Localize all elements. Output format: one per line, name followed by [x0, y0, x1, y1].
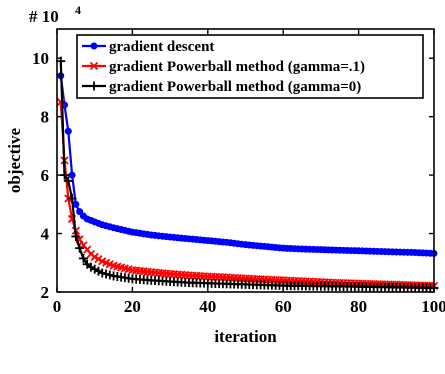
- x-marker-stroke: [94, 254, 103, 264]
- x-tick-label: 60: [275, 297, 292, 316]
- circle-marker: [76, 208, 84, 216]
- plot-area-frame: [56, 28, 435, 293]
- y-tick-label: 10: [32, 49, 49, 68]
- plus-marker: [89, 81, 99, 91]
- series-layer: [56, 56, 439, 293]
- plus-marker: [75, 243, 85, 253]
- legend-box: [76, 34, 424, 99]
- x-marker-stroke: [120, 264, 129, 273]
- y-tick-label: 2: [41, 283, 50, 302]
- x-tick-label: 80: [350, 297, 367, 316]
- x-tick-label: 20: [124, 297, 141, 316]
- x-marker-stroke: [116, 263, 126, 272]
- y-tick-label: 6: [41, 166, 50, 185]
- legend-entry: gradient Powerball method (gamma=.1): [82, 59, 365, 75]
- series-1: [57, 72, 438, 257]
- legend-entries: gradient descent gradient Powerball metho…: [82, 39, 365, 95]
- legend-label: gradient descent: [109, 39, 214, 55]
- x-marker: [94, 254, 103, 264]
- x-marker-stroke: [143, 267, 152, 276]
- legend-entry: gradient descent: [82, 39, 214, 55]
- x-marker: [90, 252, 99, 262]
- y-axis-multiplier: # 10: [29, 7, 59, 26]
- x-marker-stroke: [128, 265, 137, 275]
- x-marker: [89, 61, 99, 71]
- x-marker-stroke: [105, 260, 114, 269]
- series-line: [59, 102, 435, 287]
- legend-label: gradient Powerball method (gamma=0): [109, 79, 361, 95]
- circle-marker: [90, 42, 98, 50]
- y-tick-label: 8: [41, 108, 50, 127]
- x-marker-stroke: [132, 266, 141, 275]
- x-marker-stroke: [113, 262, 122, 271]
- x-marker-stroke: [90, 252, 99, 262]
- x-marker-stroke: [101, 258, 111, 267]
- x-tick-label: 40: [199, 297, 216, 316]
- circle-marker: [64, 127, 72, 135]
- legend-entry: gradient Powerball method (gamma=0): [82, 79, 361, 95]
- x-marker-stroke: [89, 61, 99, 71]
- plus-marker: [78, 253, 88, 263]
- x-marker-stroke: [135, 266, 145, 276]
- y-axis-label: objective: [5, 127, 24, 193]
- circle-marker: [68, 171, 76, 179]
- x-axis-label: iteration: [214, 327, 277, 346]
- y-tick-label: 4: [41, 225, 50, 244]
- plus-marker: [63, 176, 73, 186]
- series-2: [56, 97, 439, 290]
- axis-ticks: 0 20 40 60 80 100 2 4 6 8 10: [32, 29, 445, 316]
- x-tick-label: 100: [421, 297, 445, 316]
- x-marker-stroke: [83, 245, 92, 254]
- x-marker-stroke: [124, 265, 133, 274]
- x-marker-stroke: [139, 267, 148, 276]
- plus-marker: [67, 193, 77, 203]
- x-marker-stroke: [98, 257, 107, 266]
- x-tick-label: 0: [53, 297, 62, 316]
- y-axis-multiplier-exponent: 4: [75, 3, 81, 17]
- plus-marker: [71, 231, 81, 241]
- legend: gradient descent gradient Powerball metho…: [76, 34, 424, 99]
- legend-label: gradient Powerball method (gamma=.1): [109, 59, 365, 75]
- x-marker-stroke: [109, 261, 118, 270]
